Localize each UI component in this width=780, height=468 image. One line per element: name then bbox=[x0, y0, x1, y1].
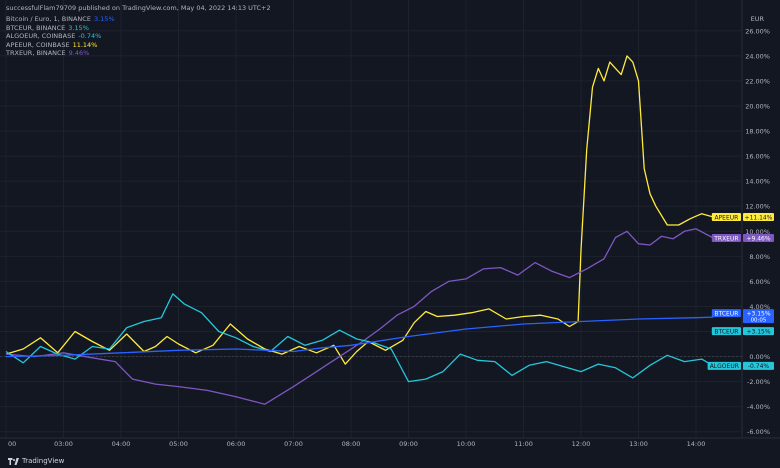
y-tick-label: 20.00% bbox=[745, 102, 770, 110]
last-value-badge bbox=[743, 212, 774, 221]
y-tick-label: 22.00% bbox=[745, 77, 770, 85]
legend-label: Bitcoin / Euro, 1, BINANCE bbox=[6, 15, 91, 23]
x-tick-label: 11:00 bbox=[514, 440, 533, 448]
last-value-badge bbox=[743, 309, 774, 324]
series-line-algoeur bbox=[5, 293, 714, 383]
tradingview-logo-icon bbox=[8, 457, 19, 465]
legend-label: ALGOEUR, COINBASE bbox=[6, 32, 76, 40]
last-value-text: -0.74% bbox=[748, 363, 770, 370]
series-tag-algoeur bbox=[707, 361, 741, 370]
y-tick-label: -2.00% bbox=[747, 378, 770, 386]
last-value-countdown: 00:05 bbox=[751, 318, 767, 324]
x-tick-label: 10:00 bbox=[457, 440, 476, 448]
legend-value: 9.46% bbox=[68, 49, 90, 57]
footer: TradingView bbox=[8, 457, 64, 465]
y-tick-label: 10.00% bbox=[745, 228, 770, 236]
series-tag-btceur bbox=[711, 327, 741, 336]
currency-label: EUR bbox=[751, 15, 765, 23]
series-tag-label: ALGOEUR bbox=[710, 363, 739, 370]
legend-row[interactable]: APEEUR, COINBASE 11.14% bbox=[6, 41, 97, 49]
legend-value: 11.14% bbox=[72, 40, 98, 49]
x-tick-label: 08:00 bbox=[342, 440, 361, 448]
last-value-badge bbox=[743, 327, 774, 336]
y-tick-label: 6.00% bbox=[749, 278, 770, 286]
y-tick-label: 24.00% bbox=[745, 52, 770, 60]
y-tick-label: 14.00% bbox=[745, 178, 770, 186]
legend-value: 3.15% bbox=[68, 23, 89, 32]
x-tick-label: 07:00 bbox=[284, 440, 303, 448]
series-tag-label: APEEUR bbox=[714, 214, 738, 221]
x-tick-label: 04:00 bbox=[112, 440, 131, 448]
x-tick-label: 09:00 bbox=[399, 440, 418, 448]
series-tag-label: BTCEUR bbox=[714, 310, 738, 317]
y-tick-label: 4.00% bbox=[749, 303, 770, 311]
footer-brand: TradingView bbox=[22, 457, 65, 465]
x-tick-label: 14:00 bbox=[687, 440, 706, 448]
y-tick-label: 26.00% bbox=[745, 27, 770, 35]
legend-row[interactable]: TRXEUR, BINANCE 9.46% bbox=[6, 49, 89, 57]
legend-label: APEEUR, COINBASE bbox=[6, 40, 70, 49]
x-tick-label: 06:00 bbox=[227, 440, 246, 448]
series-tag-btceur bbox=[711, 309, 741, 318]
last-value-text: +3.15% bbox=[746, 328, 770, 335]
series-tag-label: BTCEUR bbox=[714, 328, 738, 335]
series-line-btceur bbox=[5, 316, 714, 358]
legend-label: TRXEUR, BINANCE bbox=[6, 49, 66, 57]
series-tag-trxeur bbox=[711, 234, 741, 243]
last-value-text: +3.15% bbox=[746, 310, 770, 317]
last-value-badge bbox=[743, 361, 774, 370]
last-value-badge bbox=[743, 234, 774, 243]
last-value-text: +11.14% bbox=[745, 214, 773, 221]
y-tick-label: 16.00% bbox=[745, 153, 770, 161]
series-tag-apeeur bbox=[711, 212, 741, 221]
y-tick-label: -6.00% bbox=[747, 428, 770, 436]
y-tick-label: 12.00% bbox=[745, 203, 770, 211]
y-tick-label: 18.00% bbox=[745, 128, 770, 136]
x-tick-label: 12:00 bbox=[572, 440, 591, 448]
legend-row[interactable]: BTCEUR, BINANCE 3.15% bbox=[6, 24, 89, 32]
series-tag-label: TRXEUR bbox=[713, 235, 738, 242]
legend-value: -0.74% bbox=[78, 32, 102, 40]
last-value-text: +9.46% bbox=[746, 235, 770, 242]
y-tick-label: 0.00% bbox=[749, 353, 770, 361]
published-caption: successfulFlam79709 published on Trading… bbox=[6, 4, 271, 12]
series-line-apeeur bbox=[5, 55, 714, 365]
legend-row[interactable]: ALGOEUR, COINBASE -0.74% bbox=[6, 32, 101, 40]
x-tick-label: 05:00 bbox=[169, 440, 188, 448]
legend-value: 3.15% bbox=[93, 15, 115, 23]
x-tick-label: 13:00 bbox=[629, 440, 648, 448]
x-tick-label: 00 bbox=[8, 440, 16, 448]
series-line-trxeur bbox=[5, 228, 714, 405]
legend-label: BTCEUR, BINANCE bbox=[6, 23, 66, 32]
legend-row[interactable]: Bitcoin / Euro, 1, BINANCE 3.15% bbox=[6, 15, 115, 23]
y-tick-label: -4.00% bbox=[747, 403, 770, 411]
x-tick-label: 03:00 bbox=[54, 440, 73, 448]
y-tick-label: 8.00% bbox=[749, 253, 770, 261]
